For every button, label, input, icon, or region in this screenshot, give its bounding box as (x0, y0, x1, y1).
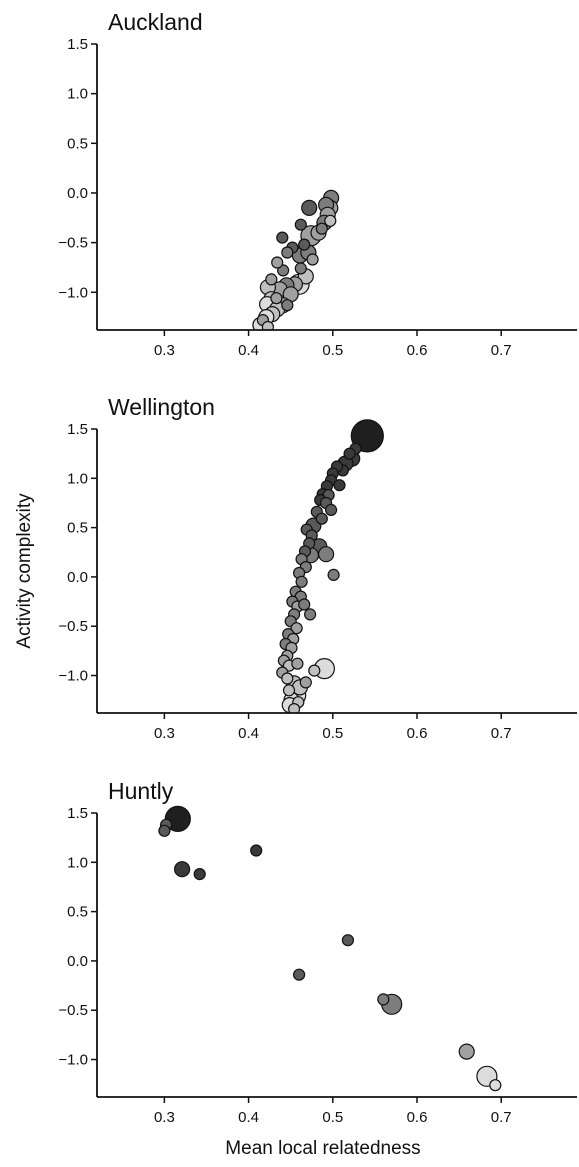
y-tick-label: 0.0 (67, 569, 88, 586)
scatter-point (315, 222, 328, 235)
scatter-point (308, 664, 321, 677)
x-tick-label: 0.6 (407, 1109, 428, 1126)
points-group (158, 805, 502, 1092)
x-tick-label: 0.5 (322, 1109, 343, 1126)
scatter-point (295, 575, 308, 588)
scatter-point (377, 993, 390, 1006)
scatter-point (325, 503, 338, 516)
scatter-point (458, 1043, 475, 1060)
panel-title: Huntly (108, 778, 174, 804)
points-group (276, 419, 384, 713)
scatter-point (318, 546, 335, 563)
x-tick-label: 0.5 (322, 725, 343, 742)
scatter-point (306, 253, 319, 266)
scatter-point (341, 934, 354, 947)
y-tick-label: 1.0 (67, 854, 88, 871)
panel-title: Auckland (108, 9, 203, 35)
scatter-point (271, 256, 284, 269)
scatter-point (298, 238, 311, 251)
x-tick-label: 0.7 (491, 1109, 512, 1126)
scatter-point (250, 844, 263, 857)
scatter-point (265, 273, 278, 286)
x-tick-label: 0.3 (154, 342, 175, 359)
scatter-point (281, 672, 294, 685)
y-tick-label: 1.5 (67, 421, 88, 438)
y-tick-label: −0.5 (58, 1002, 88, 1019)
scatter-point (290, 622, 303, 635)
x-tick-label: 0.4 (238, 725, 259, 742)
y-tick-label: 0.0 (67, 953, 88, 970)
scatter-point (301, 199, 318, 216)
x-tick-label: 0.6 (407, 725, 428, 742)
scatter-point (276, 231, 289, 244)
x-tick-label: 0.7 (491, 342, 512, 359)
scatter-point (298, 598, 311, 611)
scatter-point (294, 218, 307, 231)
x-tick-label: 0.3 (154, 1109, 175, 1126)
x-tick-label: 0.4 (238, 342, 259, 359)
scatter-point (304, 608, 317, 621)
x-tick-label: 0.7 (491, 725, 512, 742)
scatter-point (294, 262, 307, 275)
scatter-point (270, 292, 283, 305)
scatter-point (261, 320, 274, 330)
scatter-point (193, 867, 206, 881)
scatter-point (293, 968, 306, 981)
scatter-point (291, 657, 304, 670)
scatter-point (158, 824, 171, 837)
x-tick-label: 0.6 (407, 342, 428, 359)
scatter-point (333, 479, 346, 492)
scatter-point (324, 214, 337, 227)
y-tick-label: −1.0 (58, 1052, 88, 1069)
x-tick-label: 0.4 (238, 1109, 259, 1126)
y-tick-label: 0.5 (67, 135, 88, 152)
x-tick-label: 0.3 (154, 725, 175, 742)
y-tick-label: 1.5 (67, 36, 88, 53)
scatter-point (174, 861, 191, 878)
scatter-point (299, 676, 312, 689)
y-tick-label: 1.0 (67, 470, 88, 487)
y-tick-label: 1.5 (67, 805, 88, 822)
points-group (252, 189, 340, 330)
scatter-point (282, 684, 296, 697)
scatter-point (489, 1079, 502, 1092)
y-tick-label: −1.0 (58, 668, 88, 685)
y-tick-label: −0.5 (58, 235, 88, 252)
scatter-point (281, 246, 294, 259)
y-tick-label: −0.5 (58, 618, 88, 635)
panel-title: Wellington (108, 394, 215, 420)
y-tick-label: 0.5 (67, 904, 88, 921)
y-axis-label: Activity complexity (14, 493, 35, 649)
y-tick-label: 0.0 (67, 185, 88, 202)
y-tick-label: 0.5 (67, 520, 88, 537)
scatter-point (315, 512, 328, 525)
scatter-point (327, 568, 340, 582)
scatter-point (281, 299, 294, 312)
y-tick-label: −1.0 (58, 284, 88, 301)
scatter-point (343, 447, 356, 460)
scatter-point (350, 419, 384, 453)
x-axis-label: Mean local relatedness (225, 1138, 420, 1159)
x-tick-label: 0.5 (322, 342, 343, 359)
y-tick-label: 1.0 (67, 86, 88, 103)
scatter-point (288, 703, 301, 713)
